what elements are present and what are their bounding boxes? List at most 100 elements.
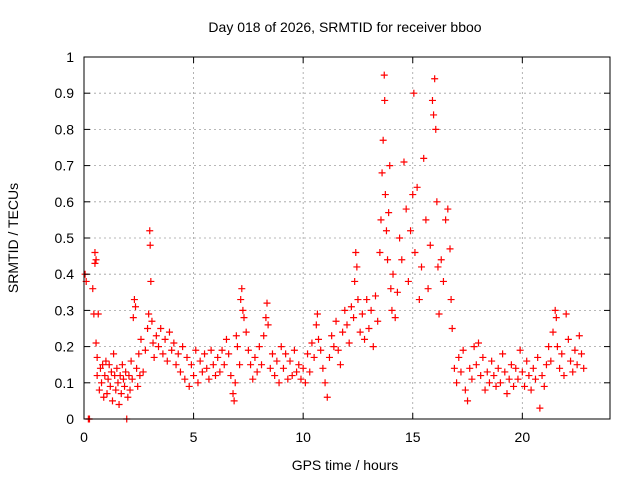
data-point: [165, 328, 173, 336]
data-point: [398, 256, 406, 264]
data-point: [404, 277, 412, 285]
data-point: [271, 372, 279, 380]
data-point: [236, 361, 244, 369]
data-point: [268, 350, 276, 358]
y-axis-label: SRMTID / TECUs: [5, 183, 21, 293]
data-point: [431, 75, 439, 83]
data-point: [580, 364, 588, 372]
data-point: [351, 277, 359, 285]
data-point: [263, 299, 271, 307]
data-point: [262, 314, 270, 322]
data-point: [376, 248, 384, 256]
data-points: [81, 71, 588, 423]
data-point: [379, 136, 387, 144]
data-point: [542, 361, 550, 369]
data-point: [107, 368, 115, 376]
data-point: [288, 372, 296, 380]
data-point: [374, 317, 382, 325]
data-point: [496, 379, 504, 387]
data-point: [266, 364, 274, 372]
data-point: [378, 169, 386, 177]
data-point: [148, 317, 156, 325]
data-point: [273, 357, 281, 365]
data-point: [96, 364, 104, 372]
data-point: [225, 350, 233, 358]
data-point: [516, 346, 524, 354]
y-axis: 0 0.1 0.2 0.3 0.4 0.5 0.6 0.7 0.8 0.9 1: [55, 49, 610, 427]
data-point: [212, 372, 219, 380]
data-point: [310, 353, 318, 361]
data-point: [159, 350, 167, 358]
data-point: [432, 125, 440, 133]
data-point: [411, 248, 419, 256]
data-point: [388, 306, 396, 314]
data-point: [91, 259, 99, 267]
data-point: [514, 375, 522, 383]
data-point: [144, 325, 152, 332]
data-point: [536, 404, 544, 412]
data-point: [442, 216, 450, 224]
data-point: [387, 285, 395, 293]
data-point: [527, 386, 535, 394]
data-point: [205, 375, 213, 383]
data-point: [437, 256, 445, 264]
data-point: [510, 382, 518, 390]
y-tick-label: 0.6: [55, 194, 75, 210]
data-point: [573, 361, 581, 369]
data-point: [101, 372, 109, 380]
data-point: [343, 321, 351, 329]
data-point: [391, 314, 399, 322]
data-point: [99, 361, 107, 369]
data-point: [124, 393, 132, 401]
data-point: [477, 372, 485, 380]
data-point: [578, 350, 586, 358]
data-point: [216, 368, 224, 376]
data-point: [350, 314, 358, 322]
data-point: [481, 386, 489, 394]
data-point: [147, 277, 155, 285]
data-point: [381, 96, 389, 104]
data-point: [312, 321, 320, 329]
data-point: [230, 397, 238, 405]
data-point: [448, 325, 456, 332]
data-point: [139, 368, 147, 376]
data-point: [121, 382, 129, 390]
data-point: [377, 216, 385, 224]
data-point: [155, 343, 163, 351]
data-point: [494, 364, 502, 372]
data-point: [319, 364, 327, 372]
data-point: [507, 361, 515, 369]
data-point: [317, 346, 325, 354]
data-point: [168, 346, 176, 354]
data-point: [381, 191, 389, 199]
data-point: [297, 375, 305, 383]
data-point: [352, 248, 360, 256]
data-point: [475, 339, 482, 347]
data-point: [146, 227, 154, 235]
data-point: [450, 364, 458, 372]
data-point: [181, 375, 189, 383]
data-point: [92, 256, 100, 264]
data-point: [389, 270, 397, 278]
data-point: [244, 346, 252, 354]
data-point: [354, 296, 362, 304]
data-point: [279, 364, 287, 372]
data-point: [365, 325, 373, 332]
data-point: [277, 343, 285, 351]
data-point: [198, 368, 206, 376]
data-point: [201, 350, 209, 358]
data-point: [203, 364, 211, 372]
data-point: [133, 364, 141, 372]
y-tick-label: 0.8: [55, 121, 75, 137]
data-point: [94, 310, 102, 318]
data-point: [430, 111, 438, 119]
data-point: [396, 234, 404, 242]
data-point: [472, 361, 480, 369]
data-point: [567, 357, 575, 365]
data-point: [146, 241, 154, 249]
x-tick-label: 5: [190, 429, 198, 445]
data-point: [459, 346, 467, 354]
